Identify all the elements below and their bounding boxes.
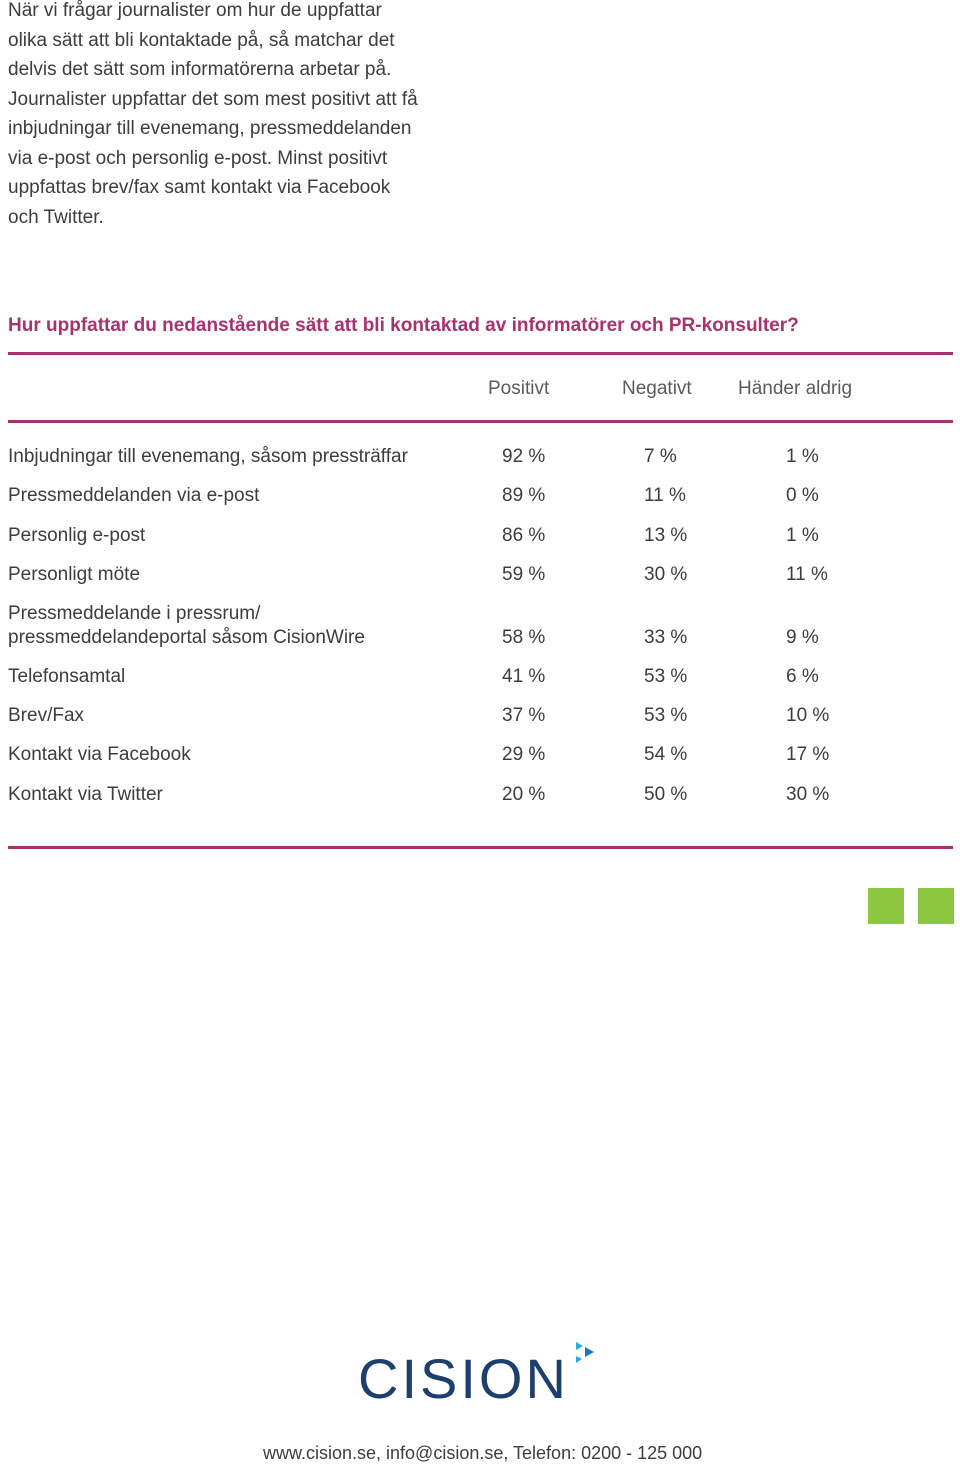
table-row: Inbjudningar till evenemang, såsom press… (0, 446, 960, 470)
intro-paragraph: När vi frågar journalister om hur de upp… (8, 0, 478, 232)
table-row: Telefonsamtal 41 % 53 % 6 % (0, 666, 960, 690)
row-label: Brev/Fax (8, 705, 85, 726)
value-positive: 29 % (502, 744, 546, 765)
header-negative: Negativt (622, 378, 692, 399)
header-divider (8, 420, 953, 423)
intro-line: delvis det sätt som informatörerna arbet… (8, 59, 392, 80)
intro-line: och Twitter. (8, 206, 104, 228)
value-negative: 7 % (644, 446, 677, 467)
bottom-divider (8, 846, 953, 849)
value-never: 1 % (786, 446, 819, 467)
value-negative: 54 % (644, 744, 688, 765)
intro-line: olika sätt att bli kontaktade på, så mat… (8, 29, 395, 51)
top-divider (8, 352, 953, 355)
table-row: Personligt möte 59 % 30 % 11 % (0, 564, 960, 588)
value-never: 1 % (786, 525, 819, 546)
table-row: Brev/Fax 37 % 53 % 10 % (0, 705, 960, 729)
row-label: Pressmeddelanden via e-post (8, 485, 260, 506)
row-label: Kontakt via Facebook (8, 744, 191, 765)
value-positive: 37 % (502, 705, 546, 726)
intro-line: Journalister uppfattar det som mest posi… (8, 88, 418, 110)
row-label-line1: Pressmeddelande i pressrum/ (8, 603, 261, 624)
value-positive: 86 % (502, 525, 546, 546)
row-label: Kontakt via Twitter (8, 784, 163, 805)
intro-line: via e-post och personlig e-post. Minst p… (8, 147, 388, 169)
value-never: 17 % (786, 744, 830, 765)
table-row: Personlig e-post 86 % 13 % 1 % (0, 525, 960, 549)
intro-line: inbjudningar till evenemang, pressmeddel… (8, 118, 412, 139)
value-never: 30 % (786, 784, 830, 805)
value-positive: 20 % (502, 784, 546, 805)
value-never: 6 % (786, 666, 819, 687)
value-negative: 11 % (644, 485, 686, 506)
cision-logo: CISION (358, 1338, 608, 1414)
row-label: pressmeddelandeportal såsom CisionWire (8, 627, 365, 648)
intro-line: När vi frågar journalister om hur de upp… (8, 0, 382, 21)
value-negative: 53 % (644, 666, 688, 687)
table-row: Pressmeddelanden via e-post 89 % 11 % 0 … (0, 485, 960, 509)
value-positive: 58 % (502, 627, 546, 648)
value-never: 9 % (786, 627, 819, 648)
header-positive: Positivt (488, 378, 550, 399)
value-negative: 50 % (644, 784, 688, 805)
row-label: Inbjudningar till evenemang, såsom press… (8, 446, 408, 467)
value-positive: 41 % (502, 666, 546, 687)
value-never: 11 % (786, 564, 828, 585)
value-never: 10 % (786, 705, 830, 726)
value-positive: 89 % (502, 485, 546, 506)
header-never: Händer aldrig (738, 378, 853, 399)
logo-arrow-icon (576, 1342, 594, 1363)
value-never: 0 % (786, 485, 819, 506)
value-negative: 13 % (644, 525, 688, 546)
value-negative: 33 % (644, 627, 688, 648)
table-row: Pressmeddelande i pressrum/ pressmeddela… (0, 603, 960, 651)
row-label: Telefonsamtal (8, 666, 126, 687)
value-negative: 30 % (644, 564, 688, 585)
logo-wordmark: CISION (358, 1347, 569, 1410)
survey-question: Hur uppfattar du nedanstående sätt att b… (8, 315, 799, 336)
value-positive: 92 % (502, 446, 546, 467)
value-negative: 53 % (644, 705, 688, 726)
intro-line: uppfattas brev/fax samt kontakt via Face… (8, 177, 391, 198)
table-row: Kontakt via Twitter 20 % 50 % 30 % (0, 784, 960, 808)
table-row: Kontakt via Facebook 29 % 54 % 17 % (0, 744, 960, 768)
row-label: Personlig e-post (8, 525, 146, 546)
row-label: Personligt möte (8, 564, 141, 585)
footer-contact: www.cision.se, info@cision.se, Telefon: … (263, 1443, 703, 1463)
decorative-square (868, 888, 904, 924)
value-positive: 59 % (502, 564, 546, 585)
decorative-square (918, 888, 954, 924)
